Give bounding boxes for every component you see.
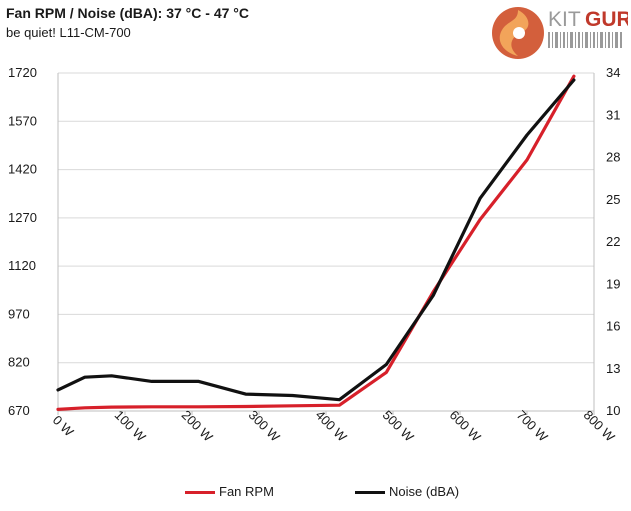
x-tick-label: 600 W (447, 407, 485, 445)
series-layer (56, 74, 576, 411)
x-tick-label: 500 W (380, 407, 418, 445)
y-right-tick-label: 10 (606, 403, 620, 418)
y-right-tick-label: 31 (606, 107, 620, 122)
y-left-tick-label: 1570 (8, 113, 37, 128)
kitguru-logo: KIT GURU (488, 2, 631, 64)
logo-barcode (548, 32, 622, 48)
y-left-tick-label: 1720 (8, 65, 37, 80)
y-left-tick-label: 820 (8, 355, 30, 370)
legend-item-noise: Noise (dBA) (355, 484, 459, 499)
logo-text-guru: GURU (585, 8, 628, 31)
series-line-fan-rpm (56, 74, 576, 411)
y-left-tick-label: 1120 (8, 258, 36, 273)
logo-text-kit: KIT (548, 8, 581, 31)
chart-subtitle: be quiet! L11-CM-700 (6, 25, 131, 40)
legend-swatch-fan-rpm (185, 491, 215, 495)
y-left-tick-label: 670 (8, 403, 30, 418)
legend-swatch-noise (355, 491, 385, 495)
x-tick-label: 0 W (50, 412, 77, 439)
x-tick-label: 300 W (246, 407, 284, 445)
y-left-tick-label: 1270 (8, 210, 37, 225)
x-tick-label: 100 W (112, 407, 150, 445)
y-left-tick-label: 970 (8, 306, 30, 321)
legend-label-noise: Noise (dBA) (389, 484, 460, 499)
y-right-tick-label: 19 (606, 276, 620, 291)
y-right-tick-label: 34 (606, 65, 620, 80)
y-right-tick-label: 28 (606, 150, 620, 165)
kitguru-emblem-icon (492, 7, 544, 59)
chart-title: Fan RPM / Noise (dBA): 37 °C - 47 °C (6, 5, 250, 21)
y-left-tick-label: 1420 (8, 162, 37, 177)
x-tick-label: 200 W (179, 407, 217, 445)
y-right-tick-label: 13 (606, 361, 620, 376)
series-line-noise (56, 78, 576, 402)
axis-layer (57, 73, 595, 415)
x-tick-label: 400 W (313, 407, 351, 445)
x-tick-label: 700 W (514, 407, 552, 445)
legend-label-fan-rpm: Fan RPM (219, 484, 274, 499)
y-right-tick-label: 16 (606, 319, 620, 334)
y-right-tick-label: 22 (606, 234, 620, 249)
legend-item-fan-rpm: Fan RPM (185, 484, 274, 499)
grid-layer (58, 72, 594, 412)
y-right-tick-label: 25 (606, 192, 620, 207)
tick-label-layer: 670 820 970 1120 1270 1420 1570 1720 10 13 16 19 22 2… (8, 65, 620, 445)
